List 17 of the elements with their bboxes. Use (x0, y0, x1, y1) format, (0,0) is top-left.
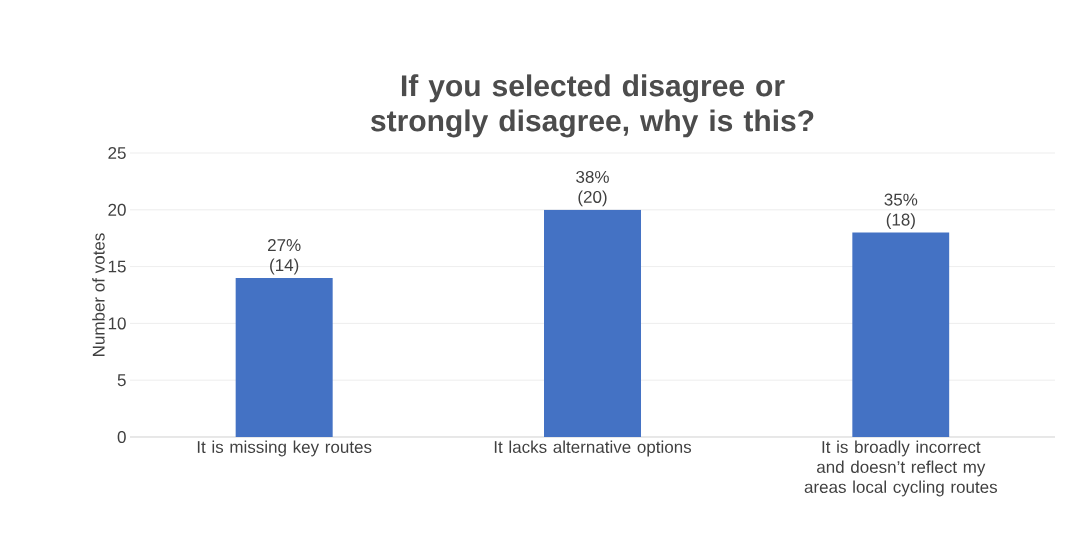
y-tick-label: 5 (117, 374, 126, 387)
bar (235, 277, 333, 437)
x-tick-label: It is missing key routes (197, 440, 372, 457)
bar (544, 209, 641, 437)
chart-title: If you selected disagree or strongly disagree, why is this? (371, 74, 814, 138)
data-label: 35% (18) (884, 193, 918, 229)
y-tick-label: 10 (108, 317, 126, 330)
y-tick-label: 25 (108, 146, 126, 160)
y-axis-title: Number of votes (92, 233, 105, 356)
y-tick-label: 20 (108, 203, 126, 216)
x-tick-label: It lacks alternative options (494, 440, 692, 457)
y-tick-label: 0 (117, 430, 126, 444)
data-label: 27% (14) (268, 239, 301, 275)
data-label: 38% (20) (576, 170, 609, 207)
y-tick-label: 15 (108, 260, 126, 273)
bar (852, 232, 950, 437)
x-tick-label: It is broadly incorrect and doesn’t reflect my areas local cycling routes (804, 440, 998, 497)
